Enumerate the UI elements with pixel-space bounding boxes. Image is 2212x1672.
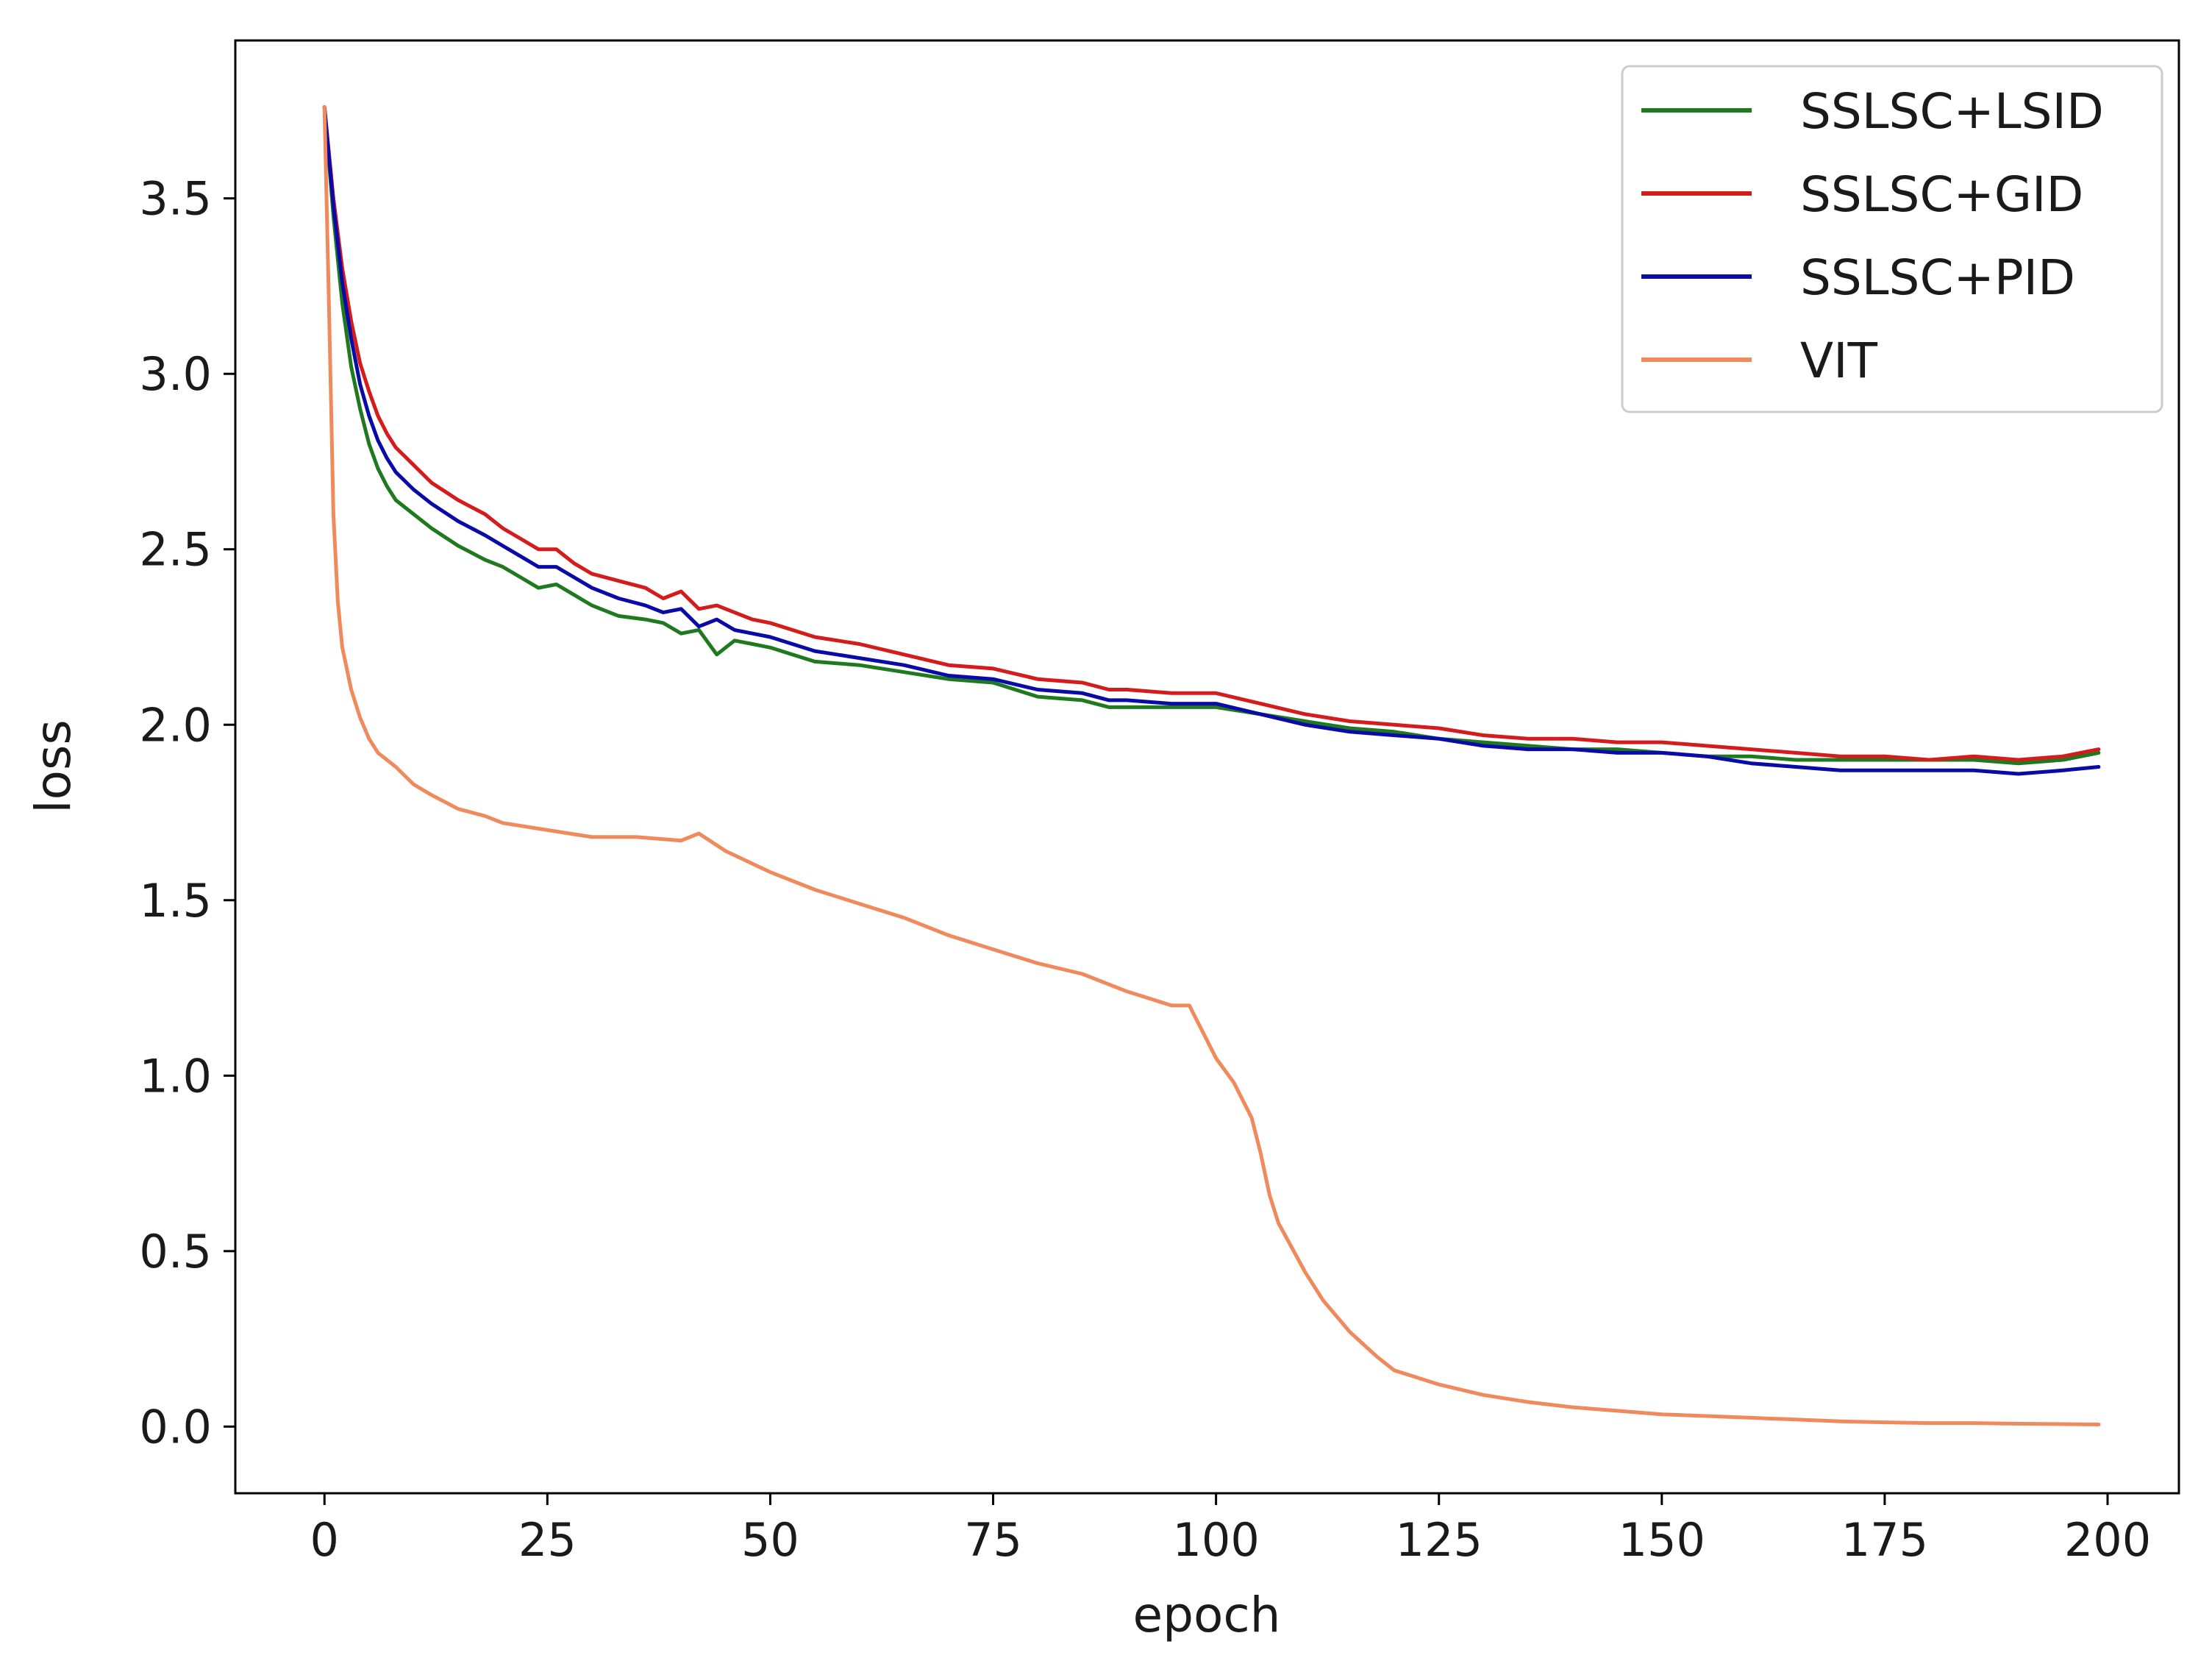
- y-axis-label: loss: [25, 719, 82, 814]
- legend-label: VIT: [1800, 332, 1878, 389]
- y-tick-label: 0.0: [139, 1400, 212, 1454]
- plot-area: [322, 105, 2101, 1426]
- legend-label: SSLSC+GID: [1800, 166, 2083, 223]
- x-tick-label: 50: [741, 1513, 799, 1567]
- x-tick-label: 175: [1841, 1513, 1928, 1567]
- x-tick-label: 0: [310, 1513, 339, 1567]
- y-tick-label: 3.5: [139, 172, 212, 226]
- y-tick-label: 0.5: [139, 1225, 212, 1278]
- y-axis: 0.0 0.5 1.0 1.5 2.0 2.5 3.0 3.5: [139, 172, 235, 1454]
- x-tick-label: 100: [1172, 1513, 1259, 1567]
- x-axis-label: epoch: [1133, 1587, 1281, 1643]
- x-tick-label: 25: [518, 1513, 577, 1567]
- legend-box: [1621, 65, 2163, 413]
- x-tick-label: 75: [964, 1513, 1022, 1567]
- y-tick-label: 1.5: [139, 874, 212, 928]
- series-line-3: [322, 105, 2101, 1426]
- y-tick-label: 1.0: [139, 1049, 212, 1103]
- series-line-2: [322, 105, 2101, 776]
- series-line-1: [322, 105, 2101, 762]
- legend-label: SSLSC+LSID: [1800, 83, 2104, 140]
- plot-frame: [234, 39, 2180, 1495]
- x-axis: 0 25 50 75 100 125 150 175 200: [310, 1493, 2151, 1567]
- y-tick-label: 3.0: [139, 347, 212, 401]
- y-tick-label: 2.5: [139, 523, 212, 577]
- x-tick-label: 200: [2064, 1513, 2151, 1567]
- x-tick-label: 125: [1396, 1513, 1483, 1567]
- legend: SSLSC+LSID SSLSC+GID SSLSC+PID VIT: [1621, 65, 2163, 413]
- x-tick-label: 150: [1619, 1513, 1705, 1567]
- legend-label: SSLSC+PID: [1800, 249, 2075, 306]
- y-tick-label: 2.0: [139, 698, 212, 752]
